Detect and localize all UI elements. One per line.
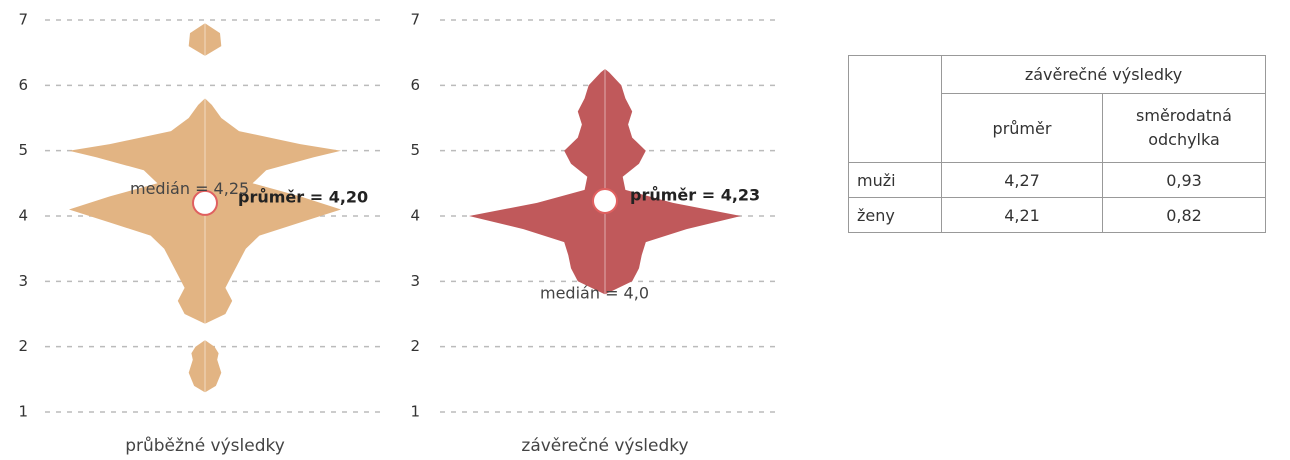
cell: 0,93 <box>1102 162 1266 198</box>
y-tick-label: 5 <box>18 141 28 159</box>
mean-marker <box>592 187 618 214</box>
cell: 4,21 <box>941 197 1103 233</box>
y-tick-label: 6 <box>410 76 420 94</box>
mean-label: průměr = 4,20 <box>238 187 368 206</box>
cell: 0,82 <box>1102 197 1266 233</box>
cell: muži <box>848 162 942 198</box>
median-label: medián = 4,0 <box>540 284 649 303</box>
header-cell: průměr <box>941 93 1103 163</box>
y-tick-label: 7 <box>18 11 28 29</box>
y-tick-label: 6 <box>18 76 28 94</box>
y-tick-label: 1 <box>18 403 28 421</box>
header-cell: směrodatná odchylka <box>1102 93 1266 163</box>
cell: 4,27 <box>941 162 1103 198</box>
y-tick-label: 4 <box>18 207 28 225</box>
y-tick-label: 5 <box>410 141 420 159</box>
cell: ženy <box>848 197 942 233</box>
y-tick-label: 1 <box>410 403 420 421</box>
y-tick-label: 7 <box>410 11 420 29</box>
y-tick-label: 4 <box>410 207 420 225</box>
stats-table: závěrečné výsledky průměr směrodatná odch… <box>848 55 1266 233</box>
x-axis-label: průběžné výsledky <box>125 436 285 456</box>
x-axis-label: závěrečné výsledky <box>521 436 688 456</box>
y-tick-label: 3 <box>18 272 28 290</box>
y-tick-label: 3 <box>410 272 420 290</box>
y-tick-label: 2 <box>18 337 28 355</box>
mean-marker <box>192 189 218 216</box>
y-tick-label: 2 <box>410 337 420 355</box>
mean-label: průměr = 4,23 <box>630 185 760 204</box>
header-cell: závěrečné výsledky <box>941 55 1266 94</box>
median-label: medián = 4,25 <box>130 179 249 198</box>
empty-cell <box>848 55 942 163</box>
